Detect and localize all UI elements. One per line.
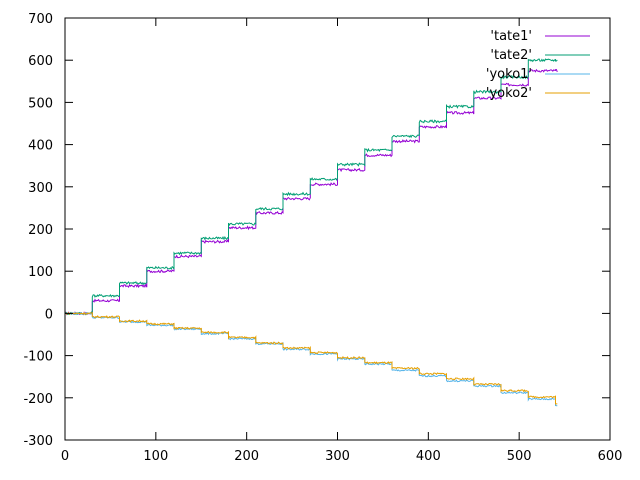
y-tick-label: 100 bbox=[28, 265, 53, 280]
y-tick-label: 500 bbox=[28, 96, 53, 111]
y-tick-label: 600 bbox=[28, 54, 53, 69]
x-tick-label: 0 bbox=[61, 449, 69, 464]
y-tick-label: 400 bbox=[28, 139, 53, 154]
y-tick-label: 700 bbox=[28, 12, 53, 27]
x-tick-label: 600 bbox=[598, 449, 623, 464]
x-tick-label: 500 bbox=[507, 449, 532, 464]
series-line-yoko1 bbox=[64, 311, 558, 407]
axes-layer: 0 100 200 300 400 500 600 -300 -200 -100 0 100 200 30… bbox=[23, 12, 622, 464]
series-line-tate2 bbox=[64, 58, 558, 316]
legend: 'tate1' 'tate2' 'yoko1' 'yoko2' bbox=[486, 29, 590, 101]
y-tick-label: -300 bbox=[23, 434, 53, 449]
series-line-yoko2 bbox=[64, 311, 558, 405]
y-tick-label: -200 bbox=[23, 392, 53, 407]
legend-label: 'yoko1' bbox=[486, 67, 532, 82]
y-tick-label: 0 bbox=[45, 307, 53, 322]
x-tick-label: 400 bbox=[416, 449, 441, 464]
y-tick-label: 200 bbox=[28, 223, 53, 238]
series-line-tate1 bbox=[64, 68, 558, 316]
series-layer bbox=[64, 58, 558, 407]
legend-label: 'tate1' bbox=[490, 29, 532, 44]
legend-label: 'yoko2' bbox=[486, 86, 532, 101]
x-tick-label: 100 bbox=[143, 449, 168, 464]
x-tick-label: 200 bbox=[234, 449, 259, 464]
x-tick-label: 300 bbox=[325, 449, 350, 464]
y-tick-label: 300 bbox=[28, 181, 53, 196]
y-tick-label: -100 bbox=[23, 350, 53, 365]
legend-label: 'tate2' bbox=[490, 48, 532, 63]
